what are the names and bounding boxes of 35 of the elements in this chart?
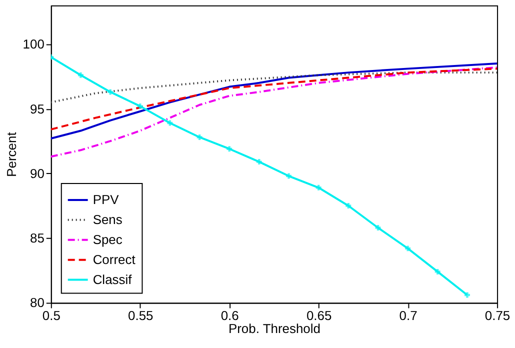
- x-tick-label: 0.6: [220, 308, 239, 324]
- point: [256, 159, 262, 165]
- x-tick-label: 0.75: [484, 308, 510, 324]
- x-tick-label: 0.55: [128, 308, 154, 324]
- legend-label: PPV: [92, 192, 120, 207]
- point: [78, 72, 84, 78]
- y-tick-label: 100: [22, 36, 44, 52]
- x-axis-title: Prob. Threshold: [228, 321, 320, 336]
- y-tick-label: 95: [30, 101, 44, 116]
- legend-label: Correct: [92, 252, 136, 267]
- y-tick-label: 85: [30, 230, 44, 246]
- point: [405, 246, 411, 252]
- point: [316, 184, 322, 190]
- point: [226, 146, 232, 152]
- point: [464, 292, 470, 298]
- legend-label: Sens: [92, 212, 123, 227]
- point: [346, 203, 352, 208]
- y-tick-label: 90: [30, 166, 44, 181]
- line-series: [50, 68, 498, 130]
- x-tick-label: 0.7: [399, 308, 418, 324]
- legend-label: Spec: [92, 232, 123, 247]
- legend-label: Classif: [92, 272, 132, 287]
- point: [137, 103, 143, 109]
- y-tick-label: 80: [30, 295, 44, 310]
- y-axis-title: Percent: [4, 132, 19, 177]
- point: [434, 268, 440, 274]
- point: [196, 134, 202, 140]
- line-series: [50, 62, 498, 140]
- line-series: [50, 66, 498, 158]
- x-tick-label: 0.5: [42, 308, 60, 324]
- x-tick-label: 0.65: [306, 308, 332, 324]
- point: [375, 225, 381, 230]
- point: [286, 173, 292, 179]
- point: [108, 89, 114, 95]
- line-series: [50, 72, 498, 104]
